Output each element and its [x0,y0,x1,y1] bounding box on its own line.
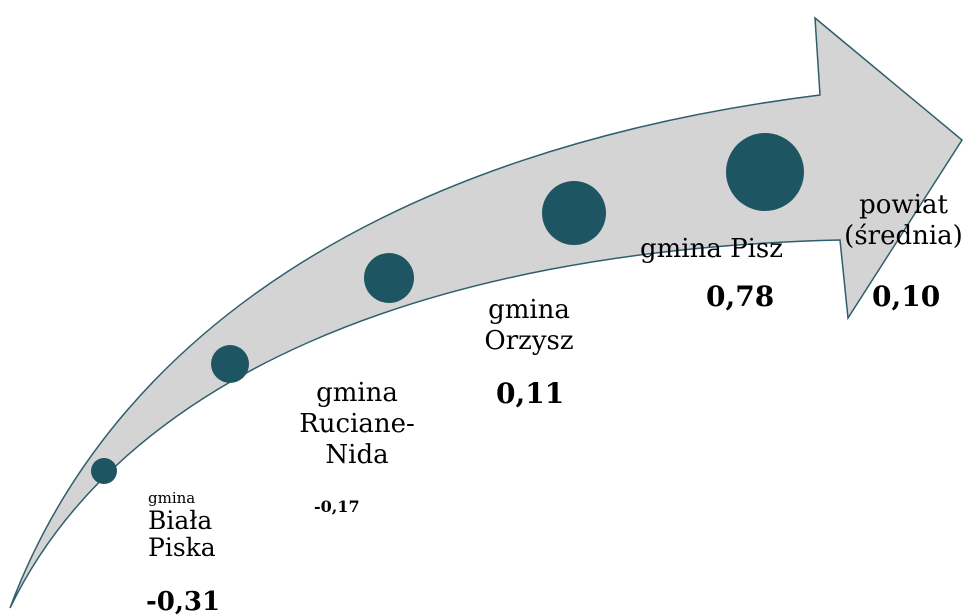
label-line: (średnia) [844,221,963,252]
label-line: gmina [316,378,398,408]
label-line: gmina [148,489,196,507]
label-biala-piska: gmina Biała Piska [148,490,216,562]
dot-ruciane-nida [211,345,249,383]
dot-orzysz [364,253,414,303]
value-powiat: 0,10 [872,280,941,313]
curved-arrow [9,16,963,609]
label-line: gmina [488,295,570,325]
value-ruciane-nida: -0,17 [314,497,360,516]
label-line: Nida [325,440,389,471]
dot-gmina-pisz [542,181,606,245]
value-gmina-pisz: 0,78 [706,280,775,313]
label-line: gmina Pisz [640,234,783,264]
value-biala-piska: -0,31 [146,587,221,615]
label-line: Orzysz [484,326,574,357]
label-line: Ruciane- [299,409,415,440]
label-powiat: powiat (średnia) [840,190,967,252]
label-line: powiat [859,190,948,220]
label-orzysz: gmina Orzysz [474,295,584,357]
label-ruciane-nida: gmina Ruciane- Nida [284,378,430,472]
dot-biala-piska [91,458,117,484]
value-orzysz: 0,11 [496,377,565,410]
dot-powiat [726,133,804,211]
label-line: Biała [148,505,213,535]
label-line: Piska [148,533,216,562]
label-gmina-pisz: gmina Pisz [640,234,783,265]
